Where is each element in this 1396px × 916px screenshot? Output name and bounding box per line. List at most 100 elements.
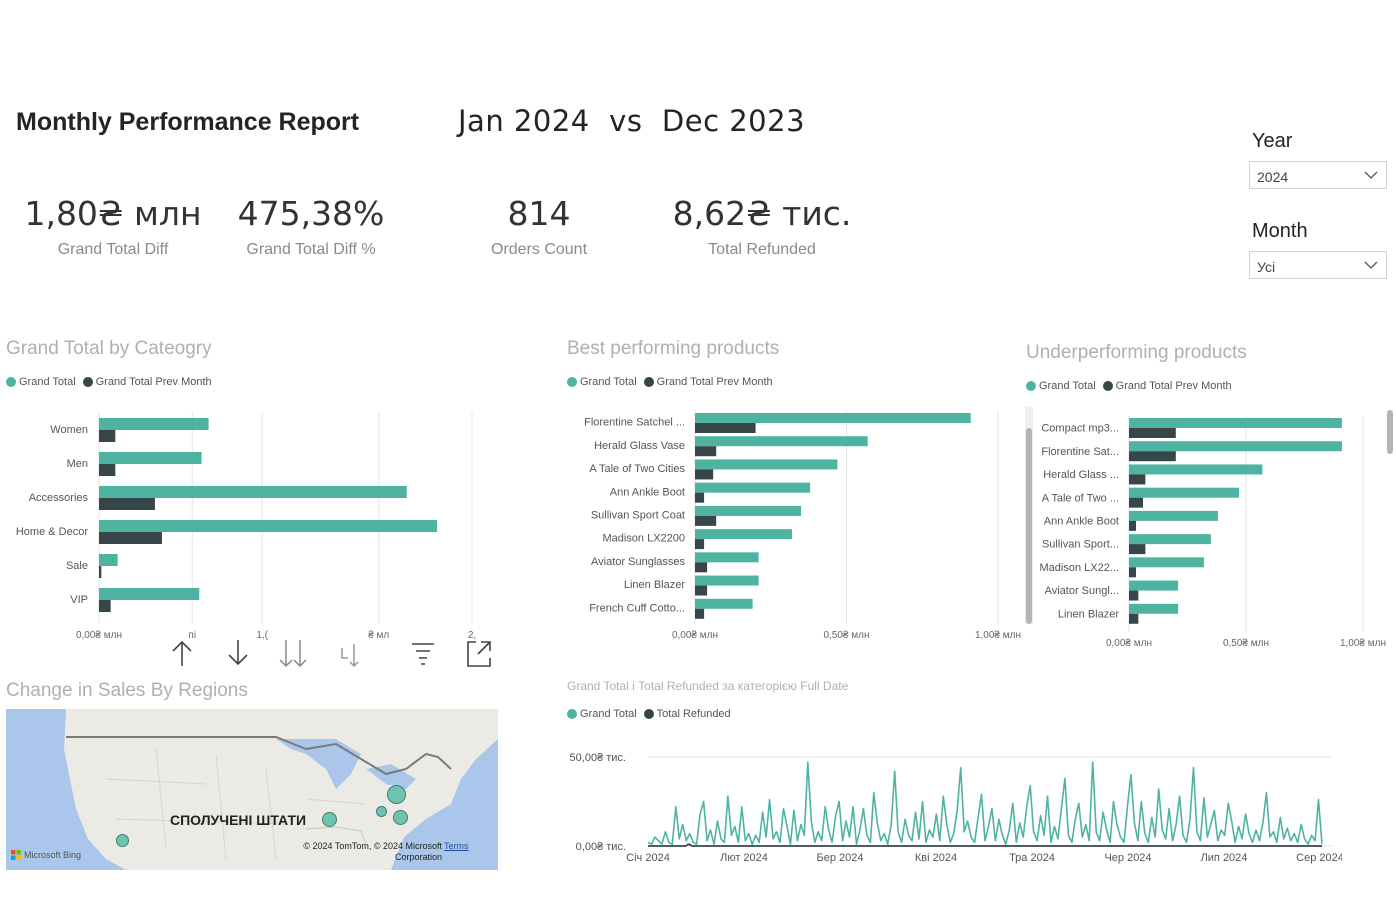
category-label: Linen Blazer xyxy=(624,579,685,591)
bar-grand-total xyxy=(1129,441,1342,452)
arrow-up-icon[interactable] xyxy=(168,636,198,672)
page-title: Monthly Performance Report xyxy=(16,108,360,136)
bar-grand-total xyxy=(99,554,118,566)
x-tick-label: Тра 2024 xyxy=(1009,852,1055,864)
category-label: Ann Ankle Boot xyxy=(610,486,685,498)
x-tick-label: 1,00₴ млн xyxy=(1340,638,1386,649)
kpi-card-grand-total-diff[interactable]: 1,80₴ млн Grand Total Diff xyxy=(22,194,204,259)
visual-toolbar xyxy=(168,636,498,672)
legend-label: Grand Total Prev Month xyxy=(1115,380,1232,392)
year-dropdown[interactable]: 2024 xyxy=(1249,161,1387,189)
bar-prev-month xyxy=(99,464,116,476)
legend-dot-icon xyxy=(1102,381,1113,391)
map-terms-link[interactable]: Terms xyxy=(444,841,469,851)
legend-item[interactable]: Grand Total xyxy=(567,376,637,388)
line-total-refunded xyxy=(648,843,1322,847)
bar-prev-month xyxy=(1129,474,1146,485)
period-comparison: Jan 2024 vs Dec 2023 xyxy=(458,104,805,138)
bar-prev-month xyxy=(1129,520,1137,531)
bar-grand-total xyxy=(695,436,868,447)
map-bubble[interactable] xyxy=(376,806,387,817)
category-label: Aviator Sungl... xyxy=(1045,585,1119,597)
category-label: Aviator Sunglasses xyxy=(591,556,685,568)
bar-grand-total xyxy=(695,482,811,493)
legend-dot-icon xyxy=(82,377,93,387)
regions-map[interactable]: СПОЛУЧЕНІ ШТАТИ Microsoft Bing © 2024 To… xyxy=(6,709,498,870)
legend-item[interactable]: Grand Total Prev Month xyxy=(643,376,773,388)
legend-item[interactable]: Grand Total xyxy=(567,708,637,720)
category-bar-chart[interactable]: 0,00₴ млн пі 1,(₴ мл 2, Women Men Accessories H… xyxy=(0,398,498,648)
bar-grand-total xyxy=(695,459,838,470)
best-products-bar-chart[interactable]: 0,00₴ млн 0,50₴ млн 1,00₴ млн Florentine Sa… xyxy=(562,398,1028,648)
x-tick-label: 0,00₴ млн xyxy=(1106,638,1152,649)
x-tick-label: 0,50₴ млн xyxy=(1223,638,1269,649)
arrow-down-icon[interactable] xyxy=(224,636,254,672)
bar-grand-total xyxy=(695,529,792,540)
under-left-scroll-track[interactable] xyxy=(1025,406,1033,624)
map-bubble[interactable] xyxy=(387,785,406,804)
bar-grand-total xyxy=(99,418,209,430)
month-dropdown[interactable]: Усі xyxy=(1249,251,1387,279)
category-label: Herald Glass Vase xyxy=(594,440,685,452)
category-label: Florentine Sat... xyxy=(1041,446,1119,458)
bar-grand-total xyxy=(1129,580,1179,591)
period-current: Jan 2024 xyxy=(458,104,590,138)
bar-grand-total xyxy=(99,486,407,498)
bar-prev-month xyxy=(695,562,708,573)
under-right-scrollbar-thumb[interactable] xyxy=(1387,410,1393,454)
map-attribution: © 2024 TomTom, © 2024 Microsoft Corporat… xyxy=(303,841,442,862)
bar-grand-total xyxy=(695,505,802,516)
bing-label: Microsoft Bing xyxy=(24,850,82,860)
bar-prev-month xyxy=(695,539,705,550)
kpi-label: Grand Total Diff % xyxy=(246,241,376,258)
bar-grand-total xyxy=(1129,464,1263,475)
bar-grand-total xyxy=(1129,534,1211,545)
legend-item[interactable]: Grand Total Prev Month xyxy=(1102,380,1232,392)
chevron-down-icon xyxy=(1364,261,1378,269)
legend-item[interactable]: Grand Total xyxy=(6,376,76,388)
bar-prev-month xyxy=(1129,567,1137,578)
bar-prev-month xyxy=(99,430,116,442)
kpi-card-total-refunded[interactable]: 8,62₴ тис. Total Refunded xyxy=(652,194,872,259)
legend-item[interactable]: Total Refunded xyxy=(643,708,731,720)
focus-mode-icon[interactable] xyxy=(464,636,494,672)
category-label: Home & Decor xyxy=(16,526,88,538)
bar-grand-total xyxy=(1129,603,1179,614)
category-label: Madison LX2200 xyxy=(602,533,685,545)
kpi-value: 814 xyxy=(507,194,571,233)
bar-prev-month xyxy=(99,566,102,578)
legend-item[interactable]: Grand Total Prev Month xyxy=(82,376,212,388)
legend-item[interactable]: Grand Total xyxy=(1026,380,1096,392)
x-tick-label: Кві 2024 xyxy=(915,852,957,864)
underperforming-products-title: Underperforming products xyxy=(1026,342,1247,363)
expand-hierarchy-icon[interactable] xyxy=(336,636,366,672)
map-bubble[interactable] xyxy=(322,812,337,827)
timeline-chart-title: Grand Total і Total Refunded за категорі… xyxy=(567,679,849,693)
category-label: Accessories xyxy=(29,492,89,504)
map-bubble[interactable] xyxy=(393,810,408,825)
double-arrow-down-icon[interactable] xyxy=(278,636,308,672)
category-label: A Tale of Two ... xyxy=(1042,492,1119,504)
category-label: Sullivan Sport... xyxy=(1042,539,1119,551)
category-label: Compact mp3... xyxy=(1041,423,1119,435)
timeline-line-chart[interactable]: 0,00₴ тис. 50,00₴ тис. Січ 2024 Лют 2024 Бер… xyxy=(562,740,1342,870)
kpi-card-grand-total-diff-pct[interactable]: 475,38% Grand Total Diff % xyxy=(220,194,402,259)
x-tick-label: Сер 2024 xyxy=(1296,852,1342,864)
underperforming-bar-chart[interactable]: 0,00₴ млн 0,50₴ млн 1,00₴ млн Compact mp3..… xyxy=(1030,402,1392,652)
legend-label: Total Refunded xyxy=(656,708,731,720)
year-slicer-label: Year xyxy=(1252,130,1293,152)
bar-prev-month xyxy=(1129,451,1176,462)
best-products-legend: Grand Total Grand Total Prev Month xyxy=(567,376,777,388)
kpi-card-orders-count[interactable]: 814 Orders Count xyxy=(448,194,630,259)
filter-icon[interactable] xyxy=(408,636,438,672)
legend-label: Grand Total xyxy=(1039,380,1096,392)
kpi-value: 475,38% xyxy=(237,194,385,233)
under-left-scrollbar-thumb[interactable] xyxy=(1026,428,1032,624)
month-dropdown-value: Усі xyxy=(1257,259,1276,275)
legend-dot-icon xyxy=(567,377,577,387)
bar-prev-month xyxy=(695,469,714,480)
x-tick-label: Лип 2024 xyxy=(1201,852,1248,864)
map-bubble[interactable] xyxy=(116,834,129,847)
kpi-label: Orders Count xyxy=(490,241,588,258)
map-country-label: СПОЛУЧЕНІ ШТАТИ xyxy=(170,812,307,828)
